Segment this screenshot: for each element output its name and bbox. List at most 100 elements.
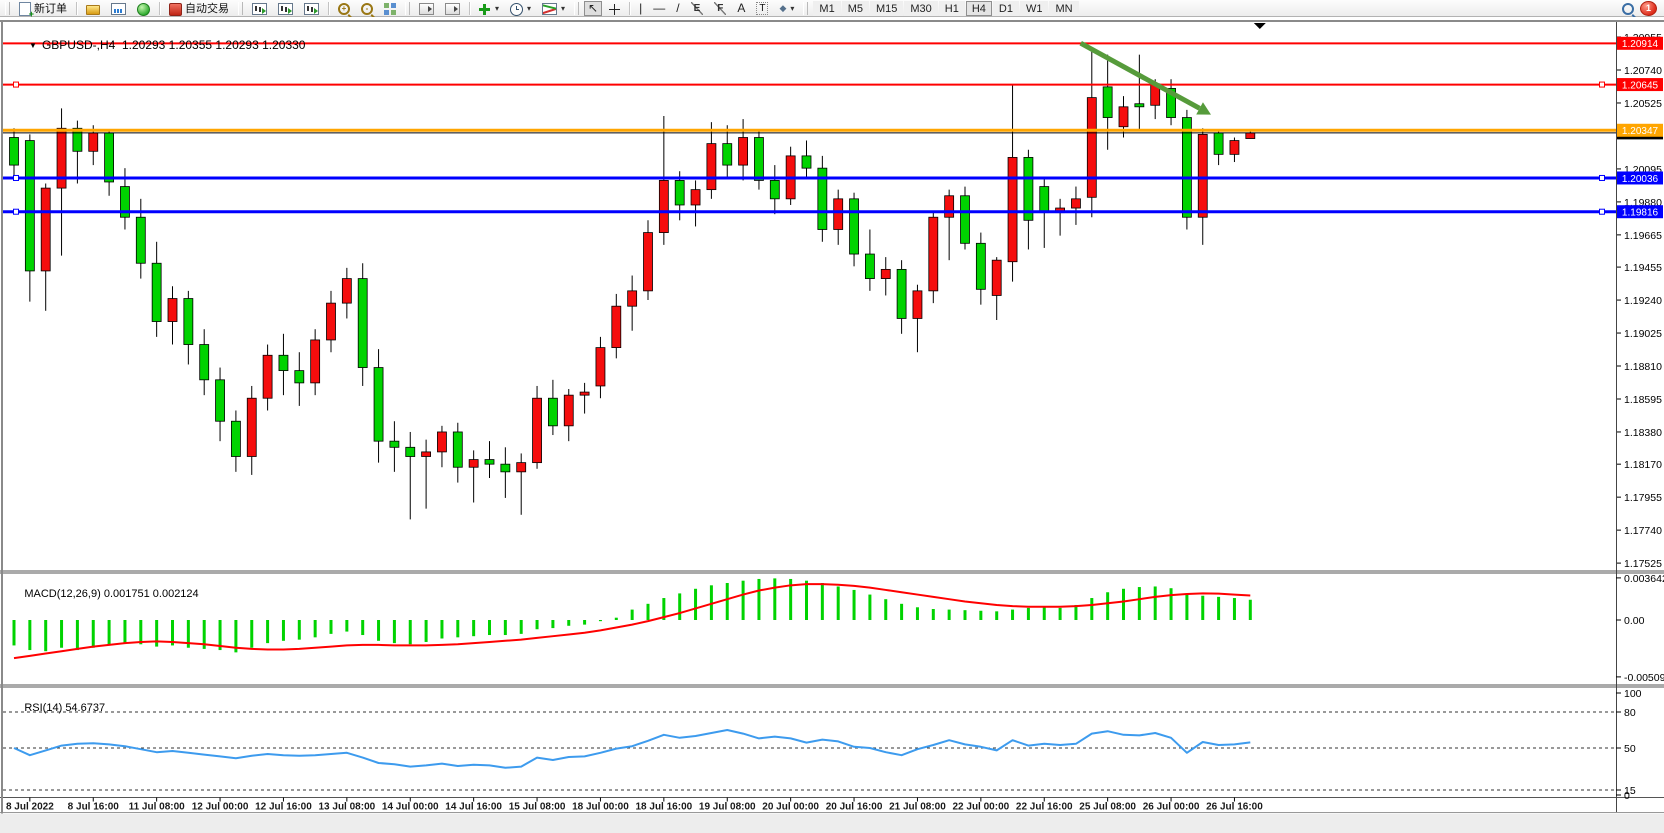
candle[interactable] (674, 180, 685, 206)
toolbar-grip[interactable] (238, 1, 243, 15)
candle[interactable] (1039, 186, 1050, 214)
candle[interactable] (500, 463, 511, 473)
candle[interactable] (56, 127, 67, 189)
candle[interactable] (928, 216, 939, 292)
chart-canvas[interactable]: 1.209551.207401.205251.200951.198801.196… (0, 17, 1664, 833)
candle[interactable] (468, 459, 479, 468)
toolbar-grip[interactable] (574, 1, 580, 15)
candle[interactable] (341, 278, 352, 304)
line-handle[interactable] (1599, 81, 1605, 88)
candle[interactable] (120, 186, 130, 218)
candle[interactable] (516, 462, 527, 473)
text-tool-button[interactable]: A (733, 1, 749, 16)
signals-button[interactable] (133, 1, 154, 16)
candle[interactable] (357, 278, 368, 368)
candle[interactable] (595, 347, 606, 387)
zoom-out-button[interactable]: - (357, 1, 377, 16)
candle[interactable] (1118, 106, 1129, 128)
chart-shift-button[interactable] (415, 1, 438, 16)
toolbar-grip[interactable] (803, 1, 809, 15)
candle[interactable] (690, 189, 701, 206)
toolbar-grip[interactable] (5, 1, 10, 15)
timeframe-M15[interactable]: M15 (869, 0, 904, 16)
macd-pane[interactable]: 0.003642 0.00 -0.005094 (12, 573, 1664, 684)
candle[interactable] (865, 253, 875, 279)
candles-layer[interactable] (9, 50, 1256, 520)
candle[interactable] (1102, 86, 1113, 118)
trendline-tool-button[interactable]: / (672, 1, 683, 16)
candle[interactable] (611, 305, 622, 349)
candle[interactable] (1245, 132, 1256, 139)
candle[interactable] (944, 195, 955, 218)
candle[interactable] (1182, 117, 1192, 218)
candle[interactable] (373, 367, 384, 442)
candle[interactable] (896, 268, 907, 319)
line-handle[interactable] (13, 81, 19, 88)
candle[interactable] (151, 262, 162, 322)
candle[interactable] (579, 391, 590, 396)
line-handle[interactable] (13, 174, 19, 181)
candle[interactable] (833, 198, 844, 230)
timeframe-H1[interactable]: H1 (938, 0, 965, 16)
timeframe-H4[interactable]: H4 (965, 0, 992, 16)
candle[interactable] (326, 302, 336, 341)
timeframe-M5[interactable]: M5 (841, 0, 869, 16)
candle[interactable] (991, 259, 1002, 296)
candle[interactable] (437, 431, 447, 453)
trend-arrow[interactable] (1079, 40, 1211, 115)
candle[interactable] (183, 298, 194, 345)
periods-button[interactable]: ▾ (506, 1, 535, 16)
candle[interactable] (199, 344, 210, 381)
indicators-button[interactable]: ▾ (538, 1, 569, 16)
candle[interactable] (769, 180, 780, 200)
candle[interactable] (88, 132, 99, 152)
candle[interactable] (1023, 157, 1034, 221)
timeframe-MN[interactable]: MN (1049, 0, 1079, 16)
timeframe-D1[interactable]: D1 (992, 0, 1019, 16)
candle[interactable] (104, 132, 114, 183)
toolbar-grip[interactable] (405, 1, 410, 15)
candle[interactable] (230, 420, 241, 457)
notification-badge[interactable]: 1 (1640, 0, 1657, 16)
candle[interactable] (72, 127, 83, 152)
candle[interactable] (310, 339, 321, 384)
candle[interactable] (563, 394, 574, 427)
candle[interactable] (215, 379, 225, 422)
candle[interactable] (643, 232, 653, 292)
candle[interactable] (722, 143, 733, 166)
vertical-line-tool-button[interactable]: | (635, 1, 646, 16)
candle[interactable] (658, 180, 669, 233)
candle[interactable] (278, 354, 289, 372)
crosshair-tool-button[interactable] (605, 1, 624, 16)
candle[interactable] (817, 167, 828, 230)
candle[interactable] (1166, 88, 1176, 118)
candle[interactable] (167, 298, 178, 322)
candle[interactable] (532, 397, 542, 464)
candle[interactable] (849, 198, 859, 255)
candle[interactable] (40, 187, 51, 272)
rsi-pane[interactable]: 100 80 50 150 (3, 688, 1642, 802)
candle[interactable] (1229, 140, 1240, 155)
line-handle[interactable] (1599, 174, 1605, 181)
shapes-tool-button[interactable]: ◆ ▾ (775, 1, 798, 16)
candle[interactable] (960, 195, 970, 244)
timeframe-M30[interactable]: M30 (904, 0, 938, 16)
candle[interactable] (452, 431, 463, 468)
candle[interactable] (1197, 134, 1208, 218)
candle[interactable] (262, 354, 273, 399)
market-depth-button[interactable] (82, 1, 104, 16)
chart-plot-area[interactable] (3, 22, 1616, 812)
autotrading-button[interactable]: 自动交易 (165, 1, 233, 16)
candle[interactable] (294, 370, 305, 384)
candle[interactable] (548, 397, 558, 427)
candle[interactable] (405, 446, 416, 457)
candle[interactable] (627, 290, 638, 307)
candle[interactable] (706, 143, 717, 191)
candle[interactable] (1213, 132, 1224, 155)
new-order-button[interactable]: 新订单 (15, 1, 71, 19)
candle[interactable] (738, 137, 748, 166)
add-chart-button[interactable]: ▾ (475, 1, 503, 16)
zoom-in-button[interactable]: + (334, 1, 354, 16)
candle[interactable] (484, 459, 495, 465)
candle[interactable] (754, 137, 764, 181)
